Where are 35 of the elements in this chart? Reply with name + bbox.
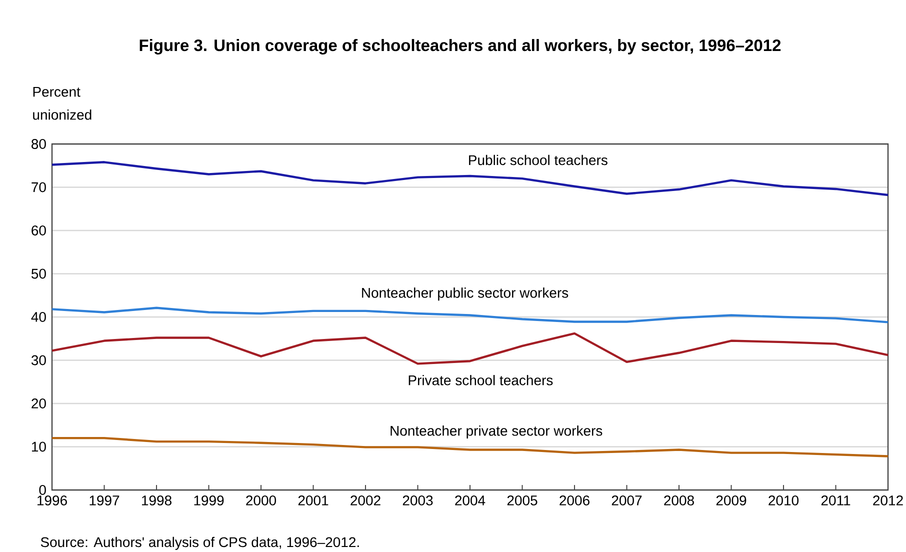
x-tick-label: 2010 bbox=[768, 496, 799, 506]
x-tick-label: 2005 bbox=[507, 496, 538, 506]
y-axis-title: Percent unionized bbox=[33, 87, 92, 120]
series-label: Nonteacher private sector workers bbox=[390, 426, 602, 439]
x-tick-label: 1999 bbox=[194, 496, 224, 506]
x-tick-label: 1996 bbox=[38, 496, 67, 506]
x-tick-label: 2009 bbox=[716, 496, 746, 506]
line-series bbox=[50, 306, 890, 324]
chart-title: Figure 3. Union coverage of schoolteachers and all workers, by sector, 1996–2012 bbox=[140, 39, 781, 54]
x-tick-label: 2001 bbox=[298, 496, 328, 506]
x-tick-label: 2006 bbox=[560, 496, 590, 506]
y-tick-label: 40 bbox=[31, 312, 46, 322]
y-tick-label: 80 bbox=[32, 139, 46, 149]
x-tick-label: 1998 bbox=[142, 496, 172, 506]
y-tick-label: 50 bbox=[31, 268, 46, 279]
x-tick-label: 2000 bbox=[246, 496, 276, 506]
x-tick-label: 2011 bbox=[821, 496, 850, 506]
y-tick-label: 0 bbox=[39, 485, 46, 495]
x-tick-label: 2004 bbox=[455, 496, 486, 506]
x-tick-label: 2012 bbox=[873, 496, 903, 506]
y-tick-label: 30 bbox=[31, 355, 46, 366]
series-label: Private school teachers bbox=[408, 374, 553, 386]
source-note: Source: Authors' analysis of CPS data, 1996–2012. bbox=[40, 536, 359, 550]
y-tick-label: 20 bbox=[32, 398, 46, 408]
x-tick-label: 2003 bbox=[402, 496, 433, 506]
x-tick-label: 1997 bbox=[90, 496, 120, 506]
series-label: Nonteacher public sector workers bbox=[362, 288, 568, 301]
x-tick-label: 2008 bbox=[664, 496, 694, 506]
series-label: Public school teachers bbox=[469, 154, 608, 166]
y-tick-label: 70 bbox=[32, 182, 46, 192]
y-tick-label: 60 bbox=[32, 226, 46, 236]
y-tick-label: 10 bbox=[32, 442, 46, 452]
x-tick-label: 2007 bbox=[612, 496, 642, 506]
line-series bbox=[50, 332, 890, 365]
x-tick-label: 2002 bbox=[350, 496, 380, 506]
